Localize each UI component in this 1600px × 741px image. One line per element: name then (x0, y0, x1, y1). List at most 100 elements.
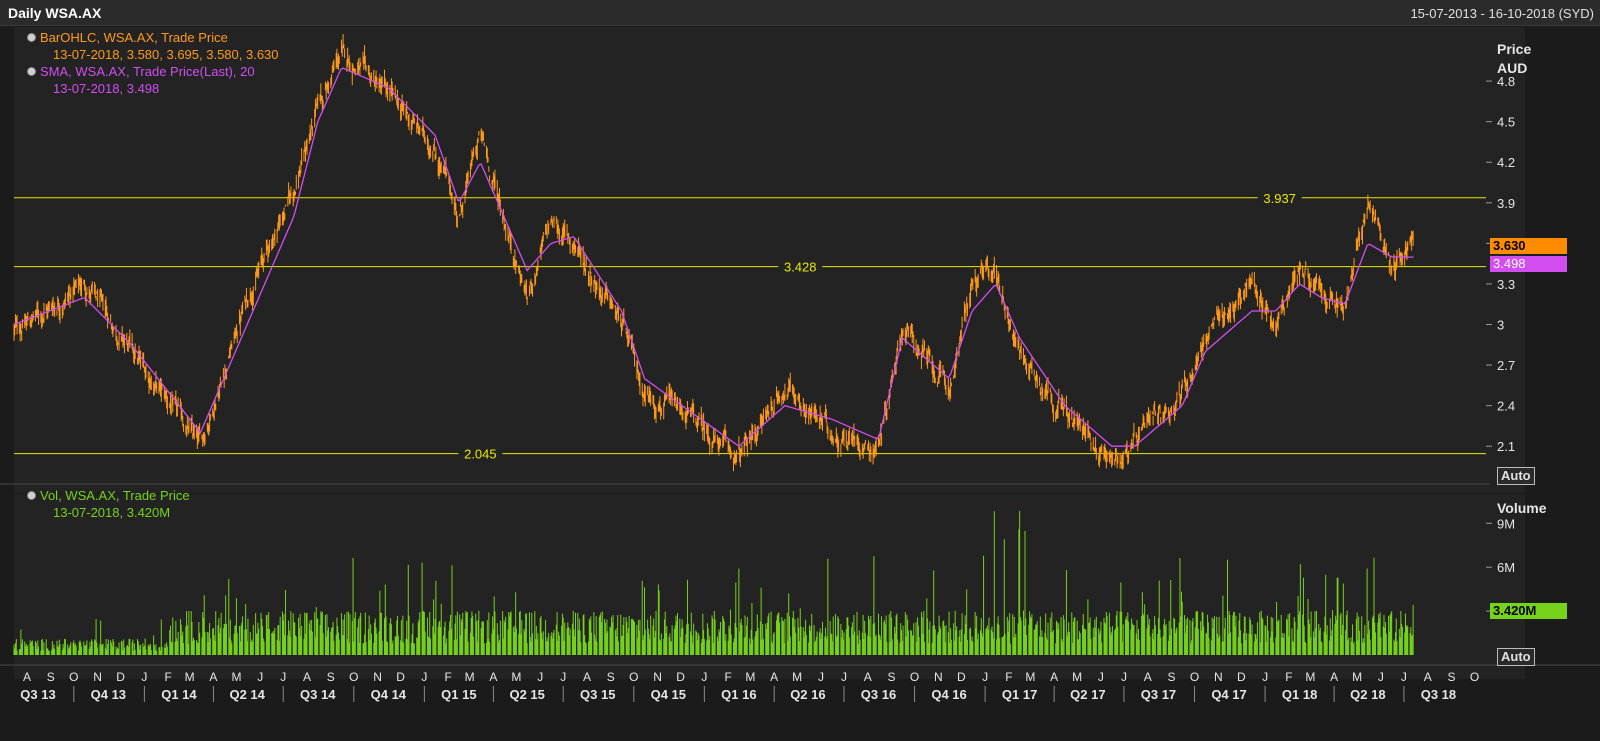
month-label: F (165, 670, 172, 684)
price-tick-label: 2.7 (1497, 358, 1515, 373)
reference-line-label: 3.937 (1263, 191, 1296, 206)
ohlc-legend-name: BarOHLC, WSA.AX, Trade Price (40, 30, 228, 45)
month-label: A (1424, 670, 1432, 684)
month-label: A (1050, 670, 1058, 684)
month-label: F (1005, 670, 1012, 684)
sma-legend-toggle-icon[interactable] (27, 67, 36, 76)
price-tick-label: 3.3 (1497, 277, 1515, 292)
vol-legend-toggle-icon[interactable] (27, 491, 36, 500)
month-label: A (303, 670, 311, 684)
month-label: J (537, 670, 543, 684)
price-tick-label: 2.1 (1497, 439, 1515, 454)
price-tick-label: 4.5 (1497, 115, 1515, 130)
month-label: J (701, 670, 707, 684)
price-panel[interactable] (14, 27, 1525, 493)
volume-auto-scale-button[interactable]: Auto (1497, 648, 1535, 666)
month-label: O (910, 670, 919, 684)
vol-legend-values: 13-07-2018, 3.420M (53, 505, 171, 520)
month-label: J (560, 670, 566, 684)
price-auto-scale-button[interactable]: Auto (1497, 467, 1535, 485)
month-label: D (116, 670, 125, 684)
chart-title: Daily WSA.AX (8, 5, 102, 21)
month-label: N (1214, 670, 1223, 684)
sma-legend-values: 13-07-2018, 3.498 (53, 81, 160, 96)
sma-value-tag: 3.498 (1490, 256, 1567, 272)
month-label: J (1401, 670, 1407, 684)
month-label: M (511, 670, 521, 684)
quarter-label: Q2 18 (1350, 687, 1385, 702)
month-label: D (676, 670, 685, 684)
date-range[interactable]: 15-07-2013 - 16-10-2018 (SYD) (1410, 6, 1594, 21)
month-label: J (257, 670, 263, 684)
quarter-label: Q4 17 (1211, 687, 1246, 702)
last-volume-tag: 3.420M (1490, 603, 1567, 619)
volume-legend: Vol, WSA.AX, Trade Price 13-07-2018, 3.4… (27, 487, 190, 521)
month-label: O (629, 670, 638, 684)
month-label: M (1352, 670, 1362, 684)
reference-label-bg (1257, 189, 1302, 205)
last-price-tag: 3.630 (1490, 238, 1567, 254)
month-label: M (231, 670, 241, 684)
month-label: F (1285, 670, 1292, 684)
month-label: O (1470, 670, 1479, 684)
month-label: A (864, 670, 872, 684)
month-label: S (327, 670, 335, 684)
month-label: M (465, 670, 475, 684)
month-label: N (934, 670, 943, 684)
volume-tick-label: 6M (1497, 560, 1515, 575)
month-label: M (745, 670, 755, 684)
month-label: A (770, 670, 778, 684)
month-label: D (957, 670, 966, 684)
reference-line-label: 2.045 (464, 447, 497, 462)
month-label: N (373, 670, 382, 684)
month-label: O (349, 670, 358, 684)
quarter-label: Q1 15 (441, 687, 476, 702)
month-label: S (1447, 670, 1455, 684)
quarter-label: Q2 17 (1070, 687, 1105, 702)
month-label: F (444, 670, 451, 684)
volume-tick-label: 9M (1497, 516, 1515, 531)
reference-label-bg (778, 258, 823, 274)
month-label: S (1167, 670, 1175, 684)
month-label: A (1144, 670, 1152, 684)
quarter-label: Q3 17 (1141, 687, 1176, 702)
month-label: D (396, 670, 405, 684)
price-tick-label: 2.4 (1497, 399, 1515, 414)
month-label: M (185, 670, 195, 684)
quarter-label: Q1 17 (1002, 687, 1037, 702)
price-axis-title-line1: Price (1497, 41, 1532, 57)
month-label: J (1098, 670, 1104, 684)
month-label: J (1262, 670, 1268, 684)
quarter-label: Q3 13 (20, 687, 55, 702)
month-label: O (69, 670, 78, 684)
month-label: F (724, 670, 731, 684)
ohlc-legend-toggle-icon[interactable] (27, 33, 36, 42)
month-label: J (818, 670, 824, 684)
quarter-label: Q4 15 (651, 687, 686, 702)
quarter-label: Q1 16 (721, 687, 756, 702)
quarter-label: Q2 15 (509, 687, 544, 702)
price-tick-label: 4.8 (1497, 74, 1515, 89)
price-tick-label: 3 (1497, 317, 1504, 332)
quarter-label: Q4 14 (371, 687, 407, 702)
month-label: A (1330, 670, 1338, 684)
quarter-label: Q4 13 (91, 687, 126, 702)
price-legend: BarOHLC, WSA.AX, Trade Price 13-07-2018,… (27, 29, 279, 97)
ohlc-legend-values: 13-07-2018, 3.580, 3.695, 3.580, 3.630 (53, 47, 279, 62)
quarter-label: Q3 18 (1421, 687, 1456, 702)
month-label: D (1237, 670, 1246, 684)
month-label: A (583, 670, 591, 684)
quarter-label: Q3 16 (861, 687, 896, 702)
price-tick-label: 4.2 (1497, 155, 1515, 170)
month-label: J (1121, 670, 1127, 684)
quarter-label: Q2 16 (790, 687, 825, 702)
reference-line-label: 3.428 (784, 260, 817, 275)
quarter-label: Q3 14 (300, 687, 336, 702)
month-label: M (1025, 670, 1035, 684)
price-tick-label: 3.9 (1497, 196, 1515, 211)
month-label: A (209, 670, 217, 684)
quarter-label: Q4 16 (931, 687, 966, 702)
sma-line (13, 67, 1414, 448)
month-label: O (1190, 670, 1199, 684)
month-label: J (982, 670, 988, 684)
